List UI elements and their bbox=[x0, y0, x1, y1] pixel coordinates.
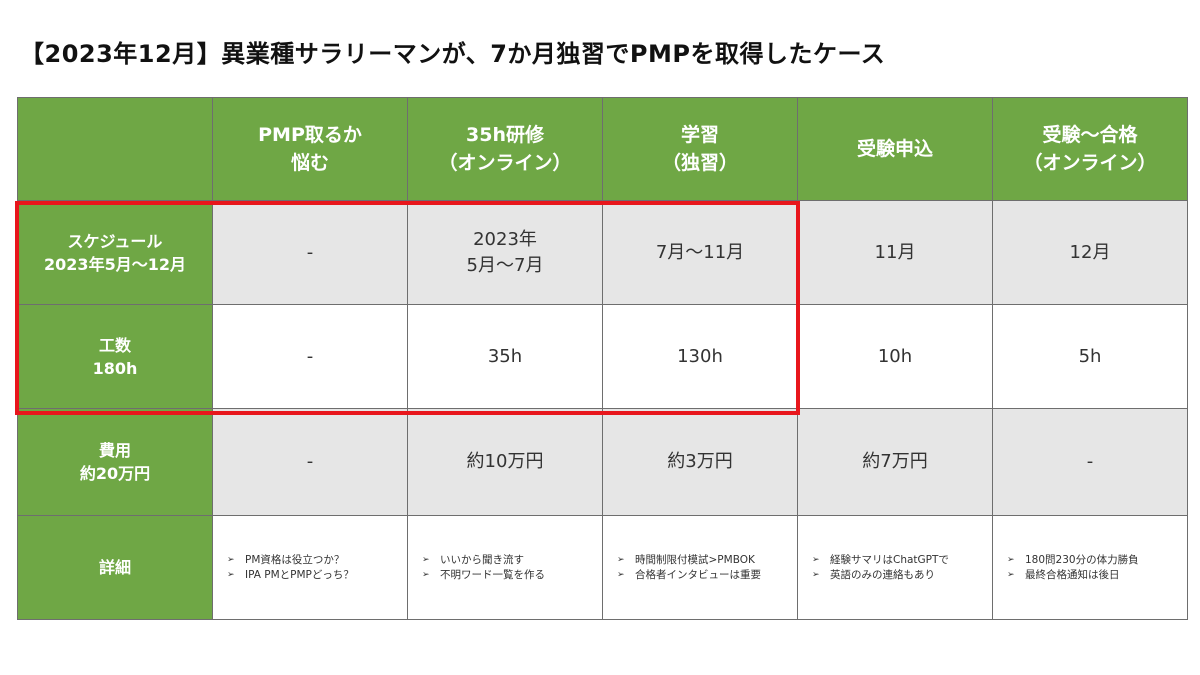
list-item: 英語のみの連絡もあり bbox=[812, 568, 992, 583]
effort-row: 工数 180h - 35h 130h 10h 5h bbox=[17, 304, 1188, 409]
row-header-detail: 詳細 bbox=[17, 515, 213, 620]
cost-cell-training: 約10万円 bbox=[407, 408, 603, 516]
list-item: IPA PMとPMPどっち？ bbox=[227, 568, 407, 583]
detail-list: 経験サマリはChatGPTで 英語のみの連絡もあり bbox=[798, 553, 992, 583]
detail-cell-study: 時間制限付模試>PMBOK 合格者インタビューは重要 bbox=[602, 515, 798, 620]
list-item: PM資格は役立つか？ bbox=[227, 553, 407, 568]
effort-cell-training: 35h bbox=[407, 304, 603, 409]
schedule-cell-consider: - bbox=[212, 200, 408, 305]
effort-cell-consider: - bbox=[212, 304, 408, 409]
detail-list: 時間制限付模試>PMBOK 合格者インタビューは重要 bbox=[603, 553, 797, 583]
detail-cell-training: いいから聞き流す 不明ワード一覧を作る bbox=[407, 515, 603, 620]
list-item: 不明ワード一覧を作る bbox=[422, 568, 602, 583]
detail-cell-exam: 180問230分の体力勝負 最終合格通知は後日 bbox=[992, 515, 1188, 620]
page-title: 【2023年12月】異業種サラリーマンが、7か月独習でPMPを取得したケース bbox=[20, 40, 886, 68]
list-item: 180問230分の体力勝負 bbox=[1007, 553, 1187, 568]
schedule-cell-exam: 12月 bbox=[992, 200, 1188, 305]
header-row: PMP取るか 悩む 35h研修 （オンライン） 学習 （独習） 受験申込 受験～… bbox=[17, 97, 1188, 201]
list-item: 経験サマリはChatGPTで bbox=[812, 553, 992, 568]
header-cell-consider: PMP取るか 悩む bbox=[212, 97, 408, 201]
row-header-effort: 工数 180h bbox=[17, 304, 213, 409]
cost-cell-exam: - bbox=[992, 408, 1188, 516]
header-corner bbox=[17, 97, 213, 201]
row-header-schedule: スケジュール 2023年5月～12月 bbox=[17, 200, 213, 305]
schedule-cell-application: 11月 bbox=[797, 200, 993, 305]
list-item: 時間制限付模試>PMBOK bbox=[617, 553, 797, 568]
pmp-summary-table: PMP取るか 悩む 35h研修 （オンライン） 学習 （独習） 受験申込 受験～… bbox=[17, 97, 1188, 620]
cost-cell-consider: - bbox=[212, 408, 408, 516]
row-header-cost: 費用 約20万円 bbox=[17, 408, 213, 516]
header-cell-exam: 受験～合格 （オンライン） bbox=[992, 97, 1188, 201]
detail-list: いいから聞き流す 不明ワード一覧を作る bbox=[408, 553, 602, 583]
header-cell-application: 受験申込 bbox=[797, 97, 993, 201]
effort-cell-application: 10h bbox=[797, 304, 993, 409]
detail-cell-application: 経験サマリはChatGPTで 英語のみの連絡もあり bbox=[797, 515, 993, 620]
detail-list: PM資格は役立つか？ IPA PMとPMPどっち？ bbox=[213, 553, 407, 583]
effort-cell-exam: 5h bbox=[992, 304, 1188, 409]
schedule-cell-study: 7月～11月 bbox=[602, 200, 798, 305]
detail-row: 詳細 PM資格は役立つか？ IPA PMとPMPどっち？ いいから聞き流す 不明… bbox=[17, 515, 1188, 620]
cost-row: 費用 約20万円 - 約10万円 約3万円 約7万円 - bbox=[17, 408, 1188, 516]
effort-cell-study: 130h bbox=[602, 304, 798, 409]
list-item: 合格者インタビューは重要 bbox=[617, 568, 797, 583]
header-cell-study: 学習 （独習） bbox=[602, 97, 798, 201]
detail-list: 180問230分の体力勝負 最終合格通知は後日 bbox=[993, 553, 1187, 583]
schedule-row: スケジュール 2023年5月～12月 - 2023年 5月～7月 7月～11月 … bbox=[17, 200, 1188, 305]
cost-cell-application: 約7万円 bbox=[797, 408, 993, 516]
detail-cell-consider: PM資格は役立つか？ IPA PMとPMPどっち？ bbox=[212, 515, 408, 620]
cost-cell-study: 約3万円 bbox=[602, 408, 798, 516]
header-cell-training: 35h研修 （オンライン） bbox=[407, 97, 603, 201]
list-item: 最終合格通知は後日 bbox=[1007, 568, 1187, 583]
schedule-cell-training: 2023年 5月～7月 bbox=[407, 200, 603, 305]
list-item: いいから聞き流す bbox=[422, 553, 602, 568]
